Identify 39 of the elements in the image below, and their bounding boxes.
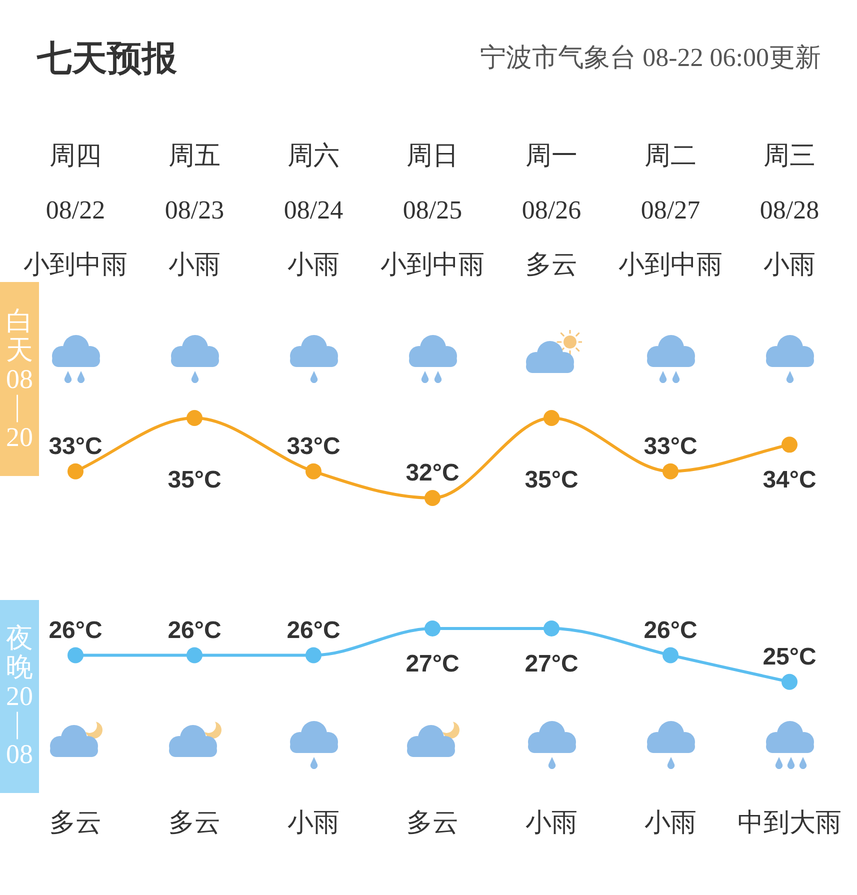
- x-tick-label: 小雨: [644, 808, 696, 837]
- series-label: 夜晚20—08: [5, 623, 35, 769]
- x-tick-label: 多云: [406, 808, 458, 837]
- data-label: 34°C: [762, 466, 816, 494]
- x-tick-label: 周一 08/26 多云: [522, 140, 582, 279]
- data-label: 33°C: [644, 432, 698, 460]
- data-label: 35°C: [524, 466, 578, 494]
- point: [662, 463, 678, 480]
- data-label: 26°C: [286, 616, 340, 644]
- point: [306, 463, 322, 480]
- data-label: 25°C: [762, 644, 816, 671]
- x-tick-label: 多云: [50, 808, 102, 837]
- data-label: 27°C: [406, 650, 460, 678]
- x-tick-label: 小雨: [526, 808, 578, 837]
- chart-title: 七天预报: [37, 38, 177, 80]
- x-tick-label: 中到大雨: [738, 808, 842, 837]
- x-tick-label: 周二 08/27 小到中雨: [618, 140, 722, 279]
- data-label: 27°C: [524, 650, 578, 678]
- x-tick-label: 周六 08/24 小雨: [284, 140, 344, 279]
- data-label: 26°C: [644, 616, 698, 644]
- data-label: 33°C: [48, 432, 102, 460]
- chart-subtitle: 宁波市气象台 08-22 06:00更新: [480, 42, 821, 74]
- point: [544, 410, 560, 426]
- x-tick-label: 周五 08/23 小雨: [164, 140, 224, 279]
- series-label: 白天08—20: [5, 306, 35, 452]
- data-label: 26°C: [48, 616, 102, 644]
- x-tick-label: 多云: [168, 808, 220, 837]
- data-label: 35°C: [168, 466, 222, 494]
- point: [186, 410, 202, 426]
- point: [68, 463, 84, 480]
- data-label: 26°C: [168, 616, 222, 644]
- x-tick-label: 周三 08/28 小雨: [760, 140, 820, 279]
- point: [424, 490, 440, 506]
- x-tick-label: 小雨: [288, 808, 340, 837]
- data-label: 33°C: [286, 432, 340, 460]
- x-tick-label: 周日 08/25 小到中雨: [380, 140, 484, 279]
- point: [782, 436, 798, 453]
- data-label: 32°C: [406, 460, 460, 487]
- x-tick-label: 周四 08/22 小到中雨: [24, 140, 128, 279]
